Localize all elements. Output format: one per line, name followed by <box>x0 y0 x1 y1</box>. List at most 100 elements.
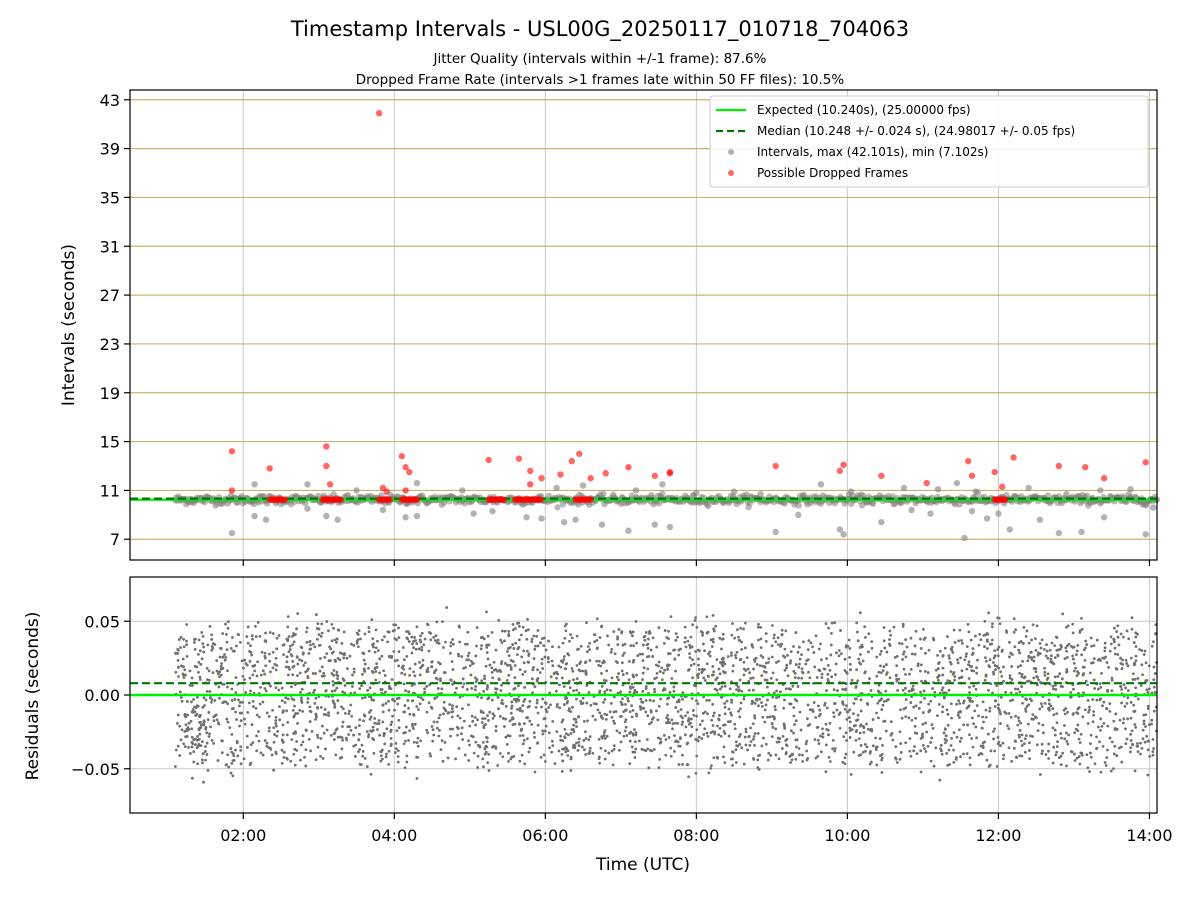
residual-point <box>1016 687 1020 691</box>
residual-point <box>975 671 979 675</box>
residual-point <box>921 711 925 714</box>
residual-point <box>1083 708 1087 712</box>
residual-point <box>286 721 290 724</box>
residual-point <box>769 753 773 757</box>
residual-point <box>301 740 305 744</box>
dropped-frame-point-20 <box>576 450 583 457</box>
residual-point <box>1134 725 1138 729</box>
residual-point <box>561 739 565 743</box>
residual-point <box>518 734 522 738</box>
residual-point <box>825 706 829 710</box>
residual-point <box>916 664 920 668</box>
residual-point <box>331 683 335 687</box>
residual-point <box>992 737 996 741</box>
residual-point <box>914 629 918 633</box>
residual-point <box>182 742 186 746</box>
residual-point <box>654 663 658 667</box>
residual-point <box>264 664 268 668</box>
residual-point <box>210 633 214 637</box>
residual-point <box>547 731 551 735</box>
residual-point <box>771 671 775 675</box>
residual-point <box>330 639 334 643</box>
residual-point <box>761 664 765 668</box>
residual-point <box>760 701 763 704</box>
residual-point <box>674 669 677 673</box>
residual-point <box>536 668 539 672</box>
residual-point <box>1134 654 1138 658</box>
residual-point <box>843 762 847 766</box>
residual-point <box>690 733 693 737</box>
residual-point <box>859 743 863 747</box>
residual-point <box>371 643 374 647</box>
residual-point <box>760 674 764 678</box>
residual-point <box>355 641 359 645</box>
residual-point <box>1018 671 1022 675</box>
residual-point <box>479 647 483 651</box>
residual-point <box>699 630 703 633</box>
residual-point <box>203 704 206 707</box>
residual-point <box>748 671 751 675</box>
residual-point <box>719 687 722 691</box>
residual-point <box>1138 648 1141 651</box>
residual-point <box>610 716 614 719</box>
residual-point <box>843 707 847 711</box>
residual-point <box>503 629 507 633</box>
residual-point <box>1098 740 1101 744</box>
residual-point <box>511 622 515 626</box>
residual-point <box>1125 737 1129 741</box>
residual-point <box>259 673 263 677</box>
residuals-y-axis-label: Residuals (seconds) <box>23 612 43 781</box>
residual-point <box>1065 764 1068 768</box>
residual-point <box>756 758 760 762</box>
residual-point <box>738 742 742 746</box>
dropped-frame-point-37 <box>1055 462 1063 470</box>
residual-point <box>941 654 945 658</box>
residual-point <box>783 698 786 702</box>
residual-point <box>470 659 473 663</box>
residual-point <box>260 650 264 654</box>
residual-point <box>708 654 712 658</box>
residual-point <box>729 720 732 723</box>
residual-point <box>993 727 996 731</box>
residual-point <box>895 679 899 683</box>
residual-point <box>985 758 989 762</box>
residual-point <box>782 706 786 710</box>
residual-point <box>295 655 299 659</box>
residual-point <box>215 718 219 722</box>
residual-point <box>797 747 801 750</box>
residual-point <box>909 636 913 640</box>
residual-point <box>888 676 892 680</box>
residual-point <box>919 749 923 753</box>
residual-point <box>190 740 194 744</box>
residual-point <box>962 699 966 703</box>
residual-point <box>949 670 953 673</box>
residual-point <box>508 663 512 667</box>
residual-point <box>523 697 527 701</box>
residual-point <box>419 634 422 638</box>
residual-point <box>1062 724 1066 727</box>
residual-point <box>220 751 224 755</box>
residual-point <box>683 640 687 644</box>
residual-point <box>727 734 731 738</box>
residual-point <box>1133 661 1136 665</box>
residual-point <box>332 669 336 672</box>
residual-point <box>303 755 306 759</box>
residual-point <box>1021 701 1024 705</box>
residual-point <box>879 649 883 653</box>
residual-point <box>478 745 482 749</box>
residual-point <box>249 689 252 693</box>
residual-point <box>368 711 371 714</box>
residual-point <box>1123 704 1127 708</box>
residual-point <box>378 671 382 675</box>
residual-point <box>386 640 390 644</box>
residual-point <box>711 614 715 617</box>
residual-point <box>640 700 644 704</box>
residual-point <box>909 754 913 758</box>
residual-point <box>919 770 923 774</box>
residual-point <box>1017 648 1021 652</box>
residual-point <box>591 714 595 718</box>
residual-point <box>956 658 959 662</box>
residual-point <box>259 751 263 755</box>
residual-point <box>1059 685 1063 688</box>
interval-outlier-low-21 <box>836 526 844 533</box>
